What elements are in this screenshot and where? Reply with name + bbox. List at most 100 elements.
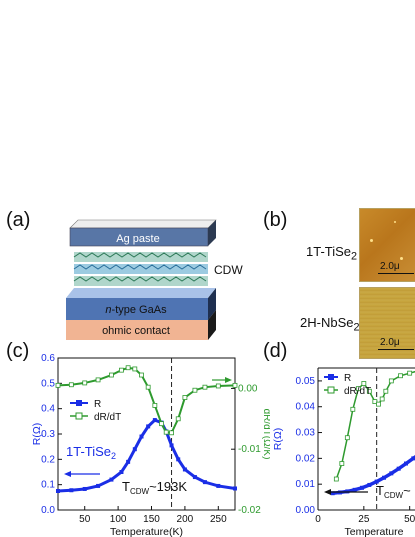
series-r-point [330,491,335,496]
series-drdt-point [95,377,101,383]
sample-label: 1T-TiSe2 [66,444,116,461]
x-tick-label: 150 [143,514,160,525]
legend-r-label: R [344,373,351,384]
series-r-point [182,467,187,472]
series-drdt-point [355,386,361,392]
series-drdt-point [339,461,345,466]
panel-label-d: (d) [263,340,288,362]
series-drdt-point [132,366,138,372]
series-r-point [216,483,221,488]
series-drdt-point [383,388,389,394]
series-drdt-point [398,373,403,379]
legend-drdt-label: dR/dT [94,412,121,423]
series-r-point [404,461,408,466]
x-tick-label: 100 [110,514,127,525]
series-drdt-point [202,384,208,390]
series-drdt-point [215,383,221,389]
series-drdt-point [145,384,151,390]
series-drdt-point [125,365,131,371]
series-drdt-point [232,382,238,388]
series-drdt-point [344,435,350,441]
afm-scale-tise2: 2.0μ [380,261,400,272]
afm-image-nbse2: 2.0μ [359,287,415,359]
series-drdt-point [169,430,174,436]
y-tick-label: 0.02 [296,453,316,464]
series-r-point [367,482,372,487]
x-tick-label: 50 [79,514,91,525]
series-drdt-point [376,401,381,407]
series-r-point [202,480,207,485]
series-drdt-point [55,382,61,388]
series-drdt-point [182,395,188,400]
series-r-point [192,475,197,480]
tcdw-label: TCDW~ [376,483,411,500]
series-drdt-point [119,367,124,373]
series-r-point [233,486,237,491]
series-drdt-point [333,476,339,482]
y-tick-label: 0.5 [41,378,55,389]
series-drdt-point [109,372,114,378]
series-r-point [352,487,357,492]
arrow-right-head [225,377,232,383]
series-drdt-point [82,380,88,386]
y-axis-label: R(Ω) [272,428,284,450]
y-tick-label: 0.4 [41,404,55,415]
legend-r-marker [76,400,82,406]
series-r-point [96,483,101,488]
series-drdt-point [68,382,74,388]
series-r-point [139,434,144,439]
cdw-label: CDW [214,263,243,277]
y-tick-label: 0.03 [296,428,316,439]
series-drdt-point [388,378,394,384]
y-tick-label: 0.6 [41,353,55,364]
x-tick-label: 25 [358,514,370,525]
device-schematic: Ag paste CDW n-type GaAs ohmic contact [66,219,243,340]
series-r-point [69,488,74,493]
ag-paste-label: Ag paste [116,233,159,245]
y-axis-label: R(Ω) [31,423,43,445]
afm-label-nbse2: 2H-NbSe2 [300,315,360,334]
series-drdt-line [335,370,415,480]
y-tick-label: 0.0 [41,505,55,516]
x-tick-label: 0 [315,514,321,525]
y-tick-label: 0.01 [296,479,316,490]
legend-drdt-label: dR/dT [344,386,371,397]
series-r-point [411,456,415,461]
series-r-point [389,471,394,476]
chart-d: 0 25 50 0.00 0.01 0.02 0.03 0.04 0.05 Temperature… [272,367,415,537]
series-drdt-line [57,366,236,434]
series-r-point [152,418,157,423]
series-drdt-point [366,388,372,394]
legend-drdt-marker [327,386,335,394]
series-drdt-point [372,399,378,404]
chart-c: 50 100 150 200 250 0.0 0.1 0.2 0.3 0.4 0.5 0.6 0.00 -… [31,353,270,537]
y2-axis-label: dR/dT(Ω/K) [261,409,270,460]
series-drdt-point [175,416,181,422]
arrow-left-head [64,471,71,477]
afm-scale-nbse2: 2.0μ [380,337,400,348]
series-r-point [176,457,181,462]
cdw-layers [73,252,208,286]
legend-r-label: R [94,399,101,410]
panel-label-a: (a) [6,209,31,231]
series-r-point [56,489,60,493]
afm-label-tise2: 1T-TiSe2 [306,244,358,263]
legend-drdt-marker [75,412,83,420]
series-r-point [109,477,114,482]
y-tick-label: 0.04 [296,402,316,413]
x-tick-label: 250 [210,514,227,525]
series-r-point [374,479,379,484]
series-r-point [126,459,131,464]
y-tick-label: 0.2 [41,454,55,465]
y-tick-label: 0.3 [41,429,55,440]
series-r-point [146,424,151,429]
series-drdt-point [163,429,169,435]
afm-image-tise2: 2.0μ [359,208,415,282]
y-tick-label: 0.1 [41,480,55,491]
arrow-left-head [324,489,331,495]
y-tick-label: 0.05 [296,376,316,387]
series-drdt-point [139,372,144,378]
series-r-point [82,486,87,491]
gaas-label: n-type GaAs [105,304,167,316]
panel-label-b: (b) [263,209,288,231]
